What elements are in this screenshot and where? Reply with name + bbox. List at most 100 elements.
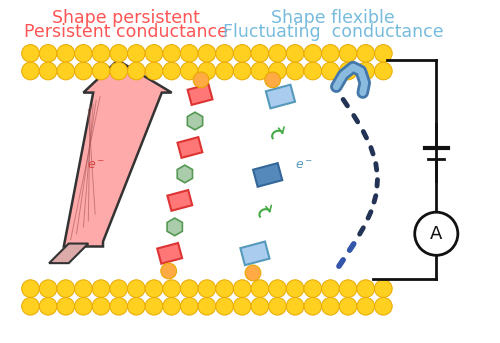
Circle shape bbox=[339, 280, 357, 297]
Circle shape bbox=[163, 280, 180, 297]
Circle shape bbox=[57, 297, 74, 315]
Circle shape bbox=[145, 62, 163, 80]
Circle shape bbox=[251, 45, 268, 62]
Circle shape bbox=[22, 297, 40, 315]
Circle shape bbox=[234, 280, 251, 297]
Circle shape bbox=[322, 45, 339, 62]
Circle shape bbox=[180, 45, 198, 62]
Polygon shape bbox=[167, 218, 182, 236]
Circle shape bbox=[268, 297, 286, 315]
Circle shape bbox=[251, 297, 268, 315]
Circle shape bbox=[92, 45, 110, 62]
Circle shape bbox=[216, 45, 234, 62]
Circle shape bbox=[57, 280, 74, 297]
Circle shape bbox=[163, 45, 180, 62]
Circle shape bbox=[357, 297, 374, 315]
Circle shape bbox=[40, 45, 57, 62]
Circle shape bbox=[180, 280, 198, 297]
Circle shape bbox=[145, 297, 163, 315]
Circle shape bbox=[198, 62, 216, 80]
Circle shape bbox=[286, 62, 304, 80]
Circle shape bbox=[304, 62, 322, 80]
Circle shape bbox=[339, 62, 357, 80]
Circle shape bbox=[339, 297, 357, 315]
Circle shape bbox=[216, 297, 234, 315]
Circle shape bbox=[264, 72, 280, 88]
Polygon shape bbox=[266, 85, 295, 108]
Circle shape bbox=[161, 263, 176, 279]
Text: $e^-$: $e^-$ bbox=[295, 158, 313, 172]
Circle shape bbox=[322, 297, 339, 315]
Circle shape bbox=[57, 62, 74, 80]
Circle shape bbox=[198, 45, 216, 62]
Circle shape bbox=[92, 297, 110, 315]
Text: Shape persistent: Shape persistent bbox=[52, 9, 200, 27]
Circle shape bbox=[234, 62, 251, 80]
Circle shape bbox=[234, 45, 251, 62]
Polygon shape bbox=[253, 163, 282, 187]
Circle shape bbox=[128, 280, 145, 297]
Circle shape bbox=[163, 297, 180, 315]
Polygon shape bbox=[188, 84, 212, 105]
Text: Persistent conductance: Persistent conductance bbox=[24, 23, 228, 41]
Circle shape bbox=[40, 280, 57, 297]
Circle shape bbox=[22, 45, 40, 62]
Circle shape bbox=[216, 62, 234, 80]
Circle shape bbox=[374, 280, 392, 297]
Circle shape bbox=[268, 62, 286, 80]
Circle shape bbox=[110, 280, 128, 297]
Polygon shape bbox=[188, 112, 202, 130]
Circle shape bbox=[57, 45, 74, 62]
Circle shape bbox=[74, 45, 92, 62]
Circle shape bbox=[110, 62, 128, 80]
Circle shape bbox=[74, 297, 92, 315]
Polygon shape bbox=[64, 60, 172, 247]
Circle shape bbox=[40, 62, 57, 80]
Circle shape bbox=[110, 45, 128, 62]
Circle shape bbox=[357, 280, 374, 297]
Circle shape bbox=[22, 62, 40, 80]
Polygon shape bbox=[178, 137, 203, 158]
Text: $e^-$: $e^-$ bbox=[87, 158, 106, 172]
Text: A: A bbox=[430, 225, 442, 243]
Circle shape bbox=[145, 280, 163, 297]
Polygon shape bbox=[177, 165, 192, 183]
Circle shape bbox=[180, 62, 198, 80]
Circle shape bbox=[180, 297, 198, 315]
Circle shape bbox=[216, 280, 234, 297]
Circle shape bbox=[374, 297, 392, 315]
Polygon shape bbox=[240, 241, 270, 265]
Circle shape bbox=[322, 280, 339, 297]
Circle shape bbox=[74, 62, 92, 80]
Text: Fluctuating  conductance: Fluctuating conductance bbox=[223, 23, 444, 41]
Circle shape bbox=[74, 280, 92, 297]
Circle shape bbox=[286, 45, 304, 62]
Circle shape bbox=[92, 62, 110, 80]
Circle shape bbox=[251, 62, 268, 80]
Circle shape bbox=[234, 297, 251, 315]
Text: Shape flexible: Shape flexible bbox=[272, 9, 395, 27]
Circle shape bbox=[128, 297, 145, 315]
Circle shape bbox=[251, 280, 268, 297]
Circle shape bbox=[22, 280, 40, 297]
Circle shape bbox=[304, 280, 322, 297]
Circle shape bbox=[357, 62, 374, 80]
Circle shape bbox=[193, 72, 209, 88]
Polygon shape bbox=[49, 244, 88, 263]
Circle shape bbox=[198, 280, 216, 297]
Circle shape bbox=[414, 212, 458, 255]
Circle shape bbox=[322, 62, 339, 80]
Polygon shape bbox=[157, 243, 182, 264]
Circle shape bbox=[286, 297, 304, 315]
Circle shape bbox=[304, 297, 322, 315]
Circle shape bbox=[110, 297, 128, 315]
Circle shape bbox=[40, 297, 57, 315]
Circle shape bbox=[163, 62, 180, 80]
Circle shape bbox=[339, 45, 357, 62]
Circle shape bbox=[268, 45, 286, 62]
Circle shape bbox=[245, 265, 261, 281]
Circle shape bbox=[145, 45, 163, 62]
Circle shape bbox=[374, 62, 392, 80]
Circle shape bbox=[357, 45, 374, 62]
Circle shape bbox=[198, 297, 216, 315]
